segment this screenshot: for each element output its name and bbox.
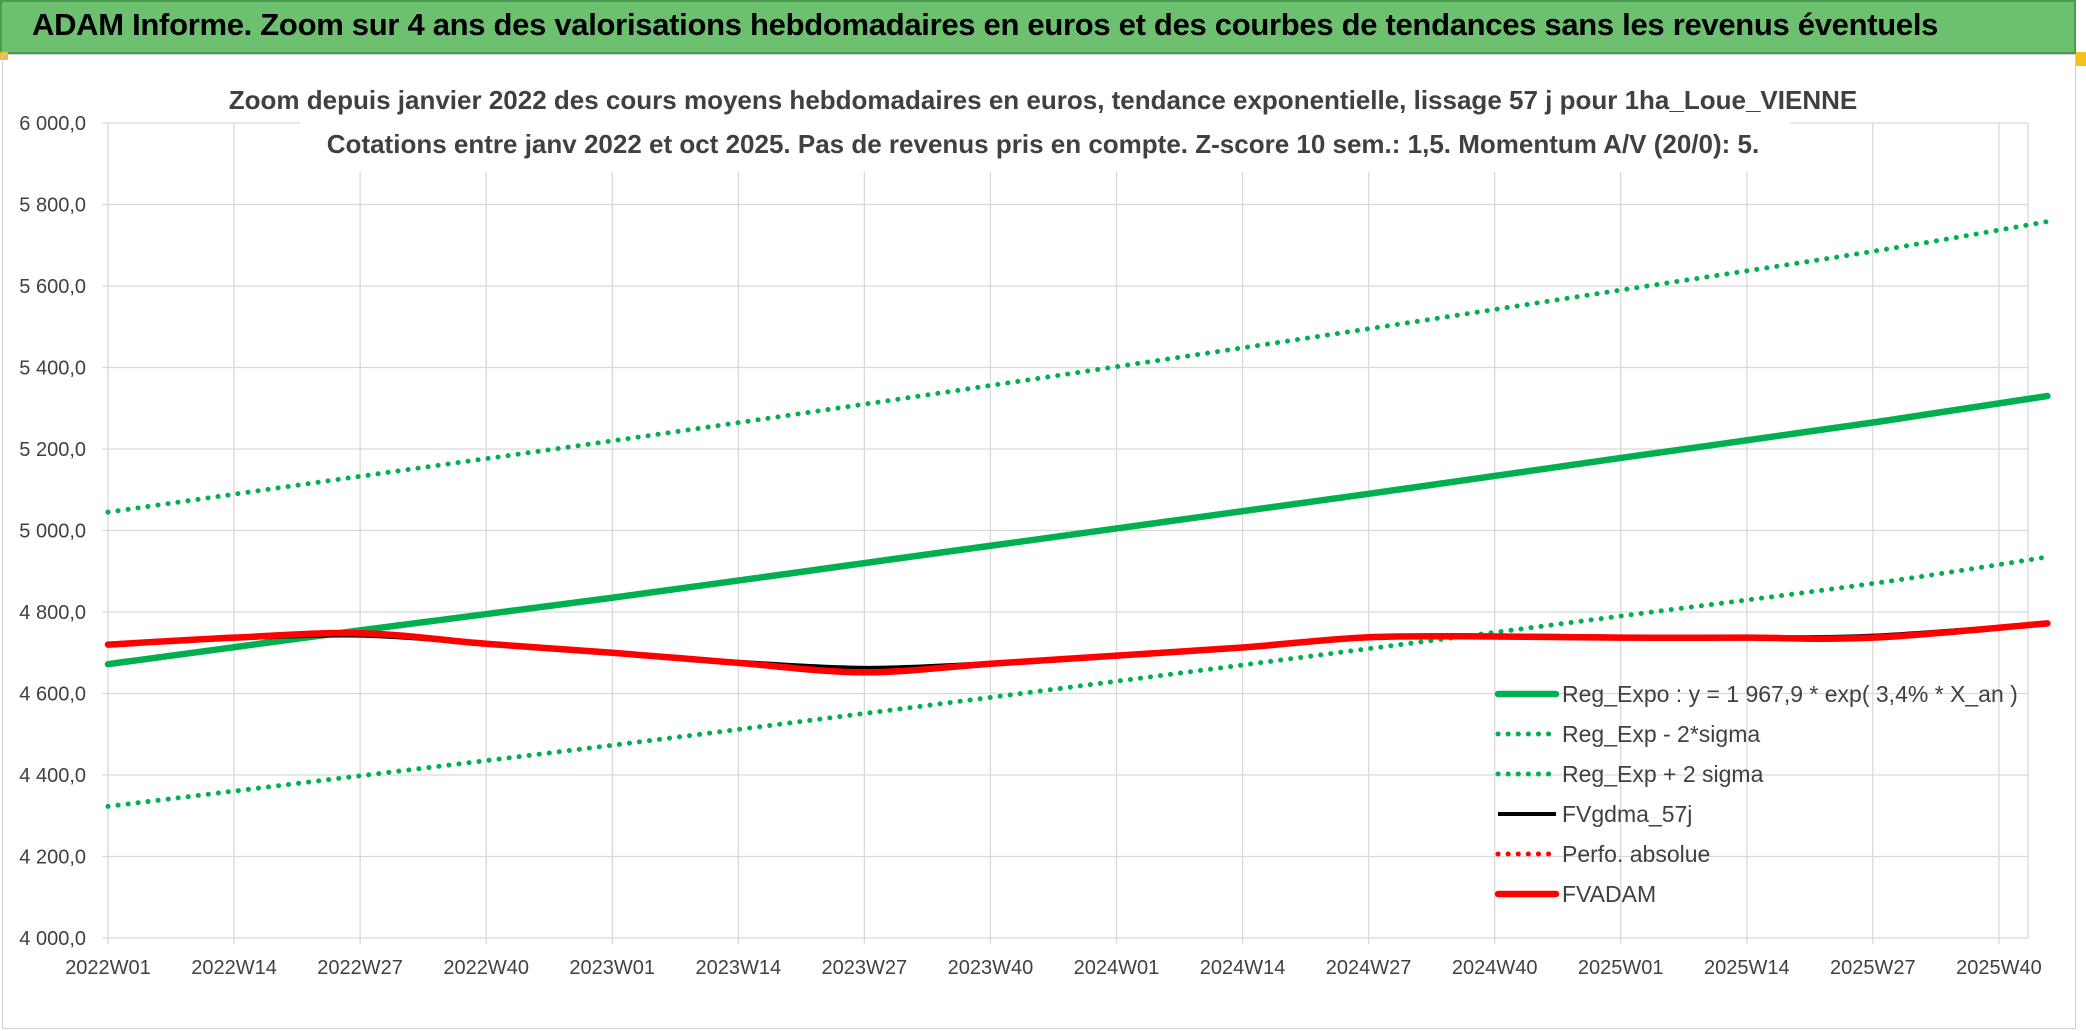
legend-label: FVADAM [1562, 881, 1656, 907]
x-tick-label: 2024W27 [1326, 957, 1412, 979]
x-tick-label: 2023W27 [822, 957, 908, 979]
corner-accent-left [0, 52, 8, 60]
y-tick-label: 5 000,0 [19, 521, 86, 543]
legend-label: Reg_Exp - 2*sigma [1562, 721, 1760, 747]
plot-area-border [2, 54, 2076, 1029]
x-tick-label: 2024W14 [1200, 957, 1286, 979]
chart-title: Zoom depuis janvier 2022 des cours moyen… [229, 85, 1857, 115]
x-tick-label: 2023W01 [569, 957, 655, 979]
legend-label: Reg_Expo : y = 1 967,9 * exp( 3,4% * X_a… [1562, 681, 2018, 707]
y-tick-label: 4 000,0 [19, 928, 86, 950]
series-line-reg_expo [104, 392, 2051, 668]
x-tick-label: 2025W14 [1704, 957, 1790, 979]
chart-subtitle: Cotations entre janv 2022 et oct 2025. P… [327, 129, 1759, 159]
legend-label: Perfo. absolue [1562, 841, 1710, 867]
x-tick-label: 2025W27 [1830, 957, 1916, 979]
x-tick-label: 2022W27 [317, 957, 403, 979]
x-tick-label: 2022W01 [65, 957, 151, 979]
legend-label: Reg_Exp + 2 sigma [1562, 761, 1764, 787]
x-tick-label: 2024W01 [1074, 957, 1160, 979]
y-tick-label: 4 800,0 [19, 602, 86, 624]
y-tick-label: 5 200,0 [19, 439, 86, 461]
legend: Reg_Expo : y = 1 967,9 * exp( 3,4% * X_a… [1494, 681, 2018, 907]
y-tick-label: 5 400,0 [19, 358, 86, 380]
x-tick-label: 2023W40 [948, 957, 1034, 979]
x-tick-label: 2022W14 [191, 957, 277, 979]
corner-accent-right [2076, 52, 2086, 66]
legend-label: FVgdma_57j [1562, 801, 1692, 827]
y-axis: 6 000,0 5 800,0 5 600,0 5 400,0 5 200,0 5 000… [19, 113, 86, 950]
series-lines [104, 219, 2051, 809]
series-line-reg_exp [105, 554, 2050, 809]
y-tick-label: 5 800,0 [19, 195, 86, 217]
y-tick-label: 6 000,0 [19, 113, 86, 135]
x-tick-label: 2023W14 [695, 957, 781, 979]
report-header: ADAM Informe. Zoom sur 4 ans des valoris… [0, 0, 2076, 54]
x-tick-label: 2025W01 [1578, 957, 1664, 979]
x-axis: 2022W01 2022W14 2022W27 2022W40 2023W01 2023W… [65, 957, 2042, 979]
series-line-reg_exp [105, 219, 2050, 515]
y-tick-label: 4 400,0 [19, 765, 86, 787]
y-tick-label: 4 600,0 [19, 684, 86, 706]
y-tick-label: 5 600,0 [19, 276, 86, 298]
report-title: ADAM Informe. Zoom sur 4 ans des valoris… [32, 7, 1939, 42]
title-background [300, 74, 1790, 172]
x-tick-label: 2022W40 [443, 957, 529, 979]
x-tick-label: 2025W40 [1956, 957, 2042, 979]
series-line-fvadam [104, 620, 2051, 676]
x-tick-label: 2024W40 [1452, 957, 1538, 979]
y-tick-label: 4 200,0 [19, 847, 86, 869]
